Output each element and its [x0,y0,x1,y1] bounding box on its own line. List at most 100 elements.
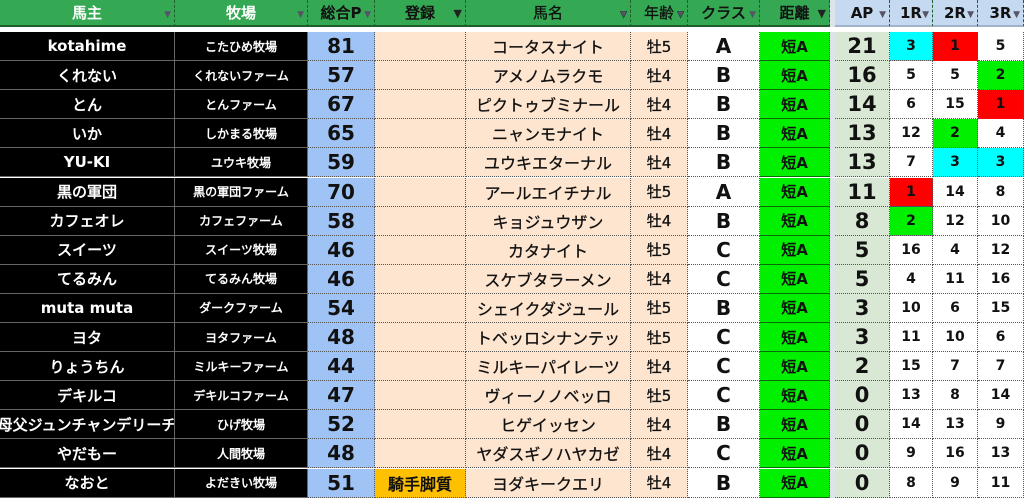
cell-distance[interactable]: 短A [760,410,830,440]
cell-r2[interactable]: 7 [933,352,978,382]
filter-icon[interactable]: ▼ [967,10,974,20]
cell-owner[interactable]: やだもー [0,439,175,469]
cell-owner[interactable]: ヨタ [0,323,175,353]
cell-r1[interactable]: 5 [890,61,933,91]
cell-class[interactable]: C [688,235,760,265]
cell-r3[interactable]: 13 [978,439,1024,469]
filter-icon[interactable]: ▼ [620,10,627,20]
filter-active-icon[interactable]: ▼ [453,7,462,20]
cell-ap[interactable]: 14 [835,90,890,120]
cell-distance[interactable]: 短A [760,235,830,265]
cell-total[interactable]: 51 [308,468,375,498]
filter-icon[interactable]: ▼ [297,10,304,20]
cell-owner[interactable]: デキルコ [0,381,175,411]
cell-r2[interactable]: 5 [933,61,978,91]
cell-distance[interactable]: 短A [760,264,830,294]
cell-r1[interactable]: 7 [890,148,933,178]
cell-age[interactable]: 牡5 [631,32,688,62]
cell-r3[interactable]: 15 [978,293,1024,323]
cell-r3[interactable]: 8 [978,177,1024,207]
cell-horse[interactable]: トベッロシナンテッ [466,323,631,353]
cell-class[interactable]: C [688,352,760,382]
cell-ap[interactable]: 0 [835,381,890,411]
cell-r2[interactable]: 2 [933,119,978,149]
filter-icon[interactable]: ▼ [364,10,371,20]
cell-ap[interactable]: 5 [835,264,890,294]
cell-total[interactable]: 58 [308,206,375,236]
cell-r2[interactable]: 9 [933,468,978,498]
cell-r1[interactable]: 14 [890,410,933,440]
cell-entry[interactable] [375,206,466,236]
cell-r1[interactable]: 3 [890,32,933,62]
cell-r1[interactable]: 8 [890,468,933,498]
cell-farm[interactable]: カフェファーム [175,206,308,236]
cell-distance[interactable]: 短A [760,119,830,149]
cell-ap[interactable]: 0 [835,468,890,498]
cell-r2[interactable]: 12 [933,206,978,236]
cell-farm[interactable]: こたひめ牧場 [175,32,308,62]
cell-r1[interactable]: 1 [890,177,933,207]
cell-total[interactable]: 48 [308,439,375,469]
cell-ap[interactable]: 0 [835,410,890,440]
cell-r3[interactable]: 16 [978,264,1024,294]
cell-class[interactable]: B [688,61,760,91]
cell-age[interactable]: 牡5 [631,293,688,323]
cell-entry[interactable] [375,32,466,62]
cell-entry[interactable] [375,148,466,178]
cell-age[interactable]: 牡5 [631,177,688,207]
cell-owner[interactable]: くれない [0,61,175,91]
cell-horse[interactable]: アメノムラクモ [466,61,631,91]
header-r2[interactable]: 2R ▼ [933,0,978,27]
cell-owner[interactable]: muta muta [0,293,175,323]
cell-class[interactable]: B [688,293,760,323]
cell-r1[interactable]: 6 [890,90,933,120]
cell-entry[interactable] [375,381,466,411]
cell-r1[interactable]: 13 [890,381,933,411]
cell-r2[interactable]: 6 [933,293,978,323]
cell-entry[interactable] [375,119,466,149]
cell-horse[interactable]: ニャンモナイト [466,119,631,149]
cell-owner[interactable]: りょうちん [0,352,175,382]
cell-total[interactable]: 65 [308,119,375,149]
cell-class[interactable]: A [688,177,760,207]
cell-owner[interactable]: てるみん [0,264,175,294]
filter-icon[interactable]: ▼ [922,10,929,20]
cell-class[interactable]: C [688,323,760,353]
header-entry[interactable]: 登録 ▼ [375,0,466,27]
cell-r1[interactable]: 11 [890,323,933,353]
cell-distance[interactable]: 短A [760,439,830,469]
cell-class[interactable]: C [688,264,760,294]
cell-owner[interactable]: YU-KI [0,148,175,178]
cell-r3[interactable]: 4 [978,119,1024,149]
cell-age[interactable]: 牡4 [631,148,688,178]
cell-ap[interactable]: 8 [835,206,890,236]
filter-icon[interactable]: ▼ [164,10,171,20]
cell-class[interactable]: A [688,32,760,62]
header-class[interactable]: クラス ▼ [688,0,760,27]
cell-entry[interactable] [375,61,466,91]
cell-owner[interactable]: 黒の軍団 [0,177,175,207]
cell-entry[interactable] [375,90,466,120]
cell-r1[interactable]: 9 [890,439,933,469]
filter-icon[interactable]: ▼ [749,10,756,20]
cell-distance[interactable]: 短A [760,206,830,236]
cell-owner[interactable]: 母父ジュンチャンデリーチ [0,410,175,440]
cell-owner[interactable]: とん [0,90,175,120]
cell-age[interactable]: 牡4 [631,90,688,120]
cell-owner[interactable]: kotahime [0,32,175,62]
cell-r3[interactable]: 3 [978,148,1024,178]
cell-entry[interactable] [375,264,466,294]
cell-total[interactable]: 81 [308,32,375,62]
cell-age[interactable]: 牡5 [631,323,688,353]
cell-entry[interactable] [375,293,466,323]
cell-r3[interactable]: 6 [978,323,1024,353]
cell-distance[interactable]: 短A [760,148,830,178]
header-ap[interactable]: AP ▼ [835,0,890,27]
cell-owner[interactable]: なおと [0,468,175,498]
cell-farm[interactable]: ヨタファーム [175,323,308,353]
cell-entry[interactable] [375,410,466,440]
cell-distance[interactable]: 短A [760,61,830,91]
cell-farm[interactable]: スイーツ牧場 [175,235,308,265]
cell-age[interactable]: 牡4 [631,119,688,149]
cell-age[interactable]: 牡4 [631,206,688,236]
